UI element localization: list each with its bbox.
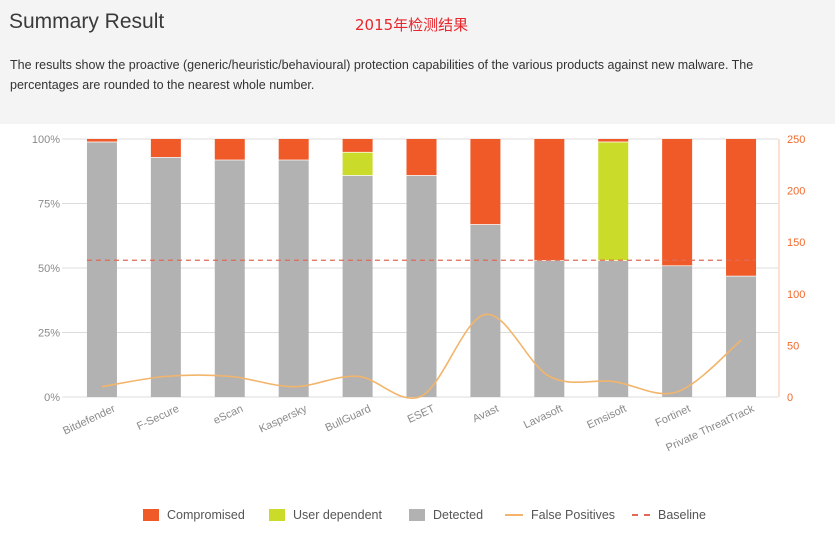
bar-compromised xyxy=(214,139,245,160)
description-line-1: The results show the proactive (generic/… xyxy=(10,58,754,72)
bar-compromised xyxy=(278,139,309,160)
bar-compromised xyxy=(150,139,181,158)
false-positives-line xyxy=(101,313,742,399)
right-axis-tick-label: 0 xyxy=(787,392,793,404)
legend-swatch-user-dependent xyxy=(269,509,285,521)
category-label: Bitdefender xyxy=(61,403,117,438)
left-axis-tick-label: 25% xyxy=(38,328,60,340)
legend-baseline[interactable]: Baseline xyxy=(632,508,706,522)
category-label: eScan xyxy=(212,403,245,427)
legend-user-dependent[interactable]: User dependent xyxy=(269,508,382,522)
right-axis-tick-label: 50 xyxy=(787,340,799,352)
left-axis-tick-label: 75% xyxy=(38,199,60,211)
category-label: Avast xyxy=(471,403,501,425)
legend-swatch-detected xyxy=(409,509,425,521)
chart-panel: 0% 25% 50% 75% 100% 0 50 100 150 200 250 Bitdefende… xyxy=(0,124,835,541)
legend-label-user-dependent: User dependent xyxy=(293,508,382,522)
legend-label-false-positives: False Positives xyxy=(531,508,616,522)
stacked-bar-chart: 0% 25% 50% 75% 100% 0 50 100 150 200 250 Bitdefende… xyxy=(32,134,806,454)
category-label: Lavasoft xyxy=(522,403,565,431)
bar-compromised xyxy=(598,139,629,142)
legend-detected[interactable]: Detected xyxy=(409,508,483,522)
legend-label-detected: Detected xyxy=(433,508,484,522)
bar-detected xyxy=(214,159,245,397)
bar-detected xyxy=(150,157,181,397)
bar-user-dependent xyxy=(342,151,373,176)
bar-detected xyxy=(470,224,501,397)
category-label: BullGuard xyxy=(323,403,372,435)
bar-detected xyxy=(534,260,565,397)
left-axis-tick-label: 100% xyxy=(32,134,60,146)
left-axis-tick-label: 0% xyxy=(44,392,60,404)
description: The results show the proactive (generic/… xyxy=(10,55,835,95)
right-axis-tick-label: 150 xyxy=(787,237,805,249)
legend-label-compromised: Compromised xyxy=(167,508,245,522)
legend-compromised[interactable]: Compromised xyxy=(143,508,245,522)
bar-compromised xyxy=(86,139,117,142)
bar-detected xyxy=(86,141,117,397)
bar-detected xyxy=(278,159,309,397)
chart-legend: Compromised User dependent Detected Fals… xyxy=(0,505,835,527)
right-axis-tick-label: 100 xyxy=(787,289,805,301)
category-label: Emsisoft xyxy=(585,403,628,432)
right-axis-tick-label: 200 xyxy=(787,186,805,198)
bar-detected xyxy=(406,175,437,397)
bar-compromised xyxy=(470,139,501,225)
bar-compromised xyxy=(342,139,373,152)
bar-compromised xyxy=(406,139,437,176)
legend-line-false-positives xyxy=(505,514,523,516)
bar-compromised xyxy=(534,139,565,261)
bar-compromised xyxy=(662,139,693,266)
legend-label-baseline: Baseline xyxy=(658,508,706,522)
bar-detected xyxy=(662,265,693,397)
category-label: ESET xyxy=(406,403,437,426)
legend-false-positives[interactable]: False Positives xyxy=(505,508,615,522)
bar-detected xyxy=(598,260,629,397)
description-line-2: percentages are rounded to the nearest w… xyxy=(10,78,315,92)
category-label: F-Secure xyxy=(135,403,181,433)
year-subtitle: 2015年检测结果 xyxy=(355,16,469,34)
category-label: Fortinet xyxy=(654,403,693,430)
bar-detected xyxy=(342,175,373,397)
legend-line-baseline xyxy=(632,514,650,516)
bar-user-dependent xyxy=(598,141,629,261)
category-label: Kaspersky xyxy=(257,403,309,436)
page-title: Summary Result xyxy=(9,10,165,33)
legend-swatch-compromised xyxy=(143,509,159,521)
left-axis-tick-label: 50% xyxy=(38,263,60,275)
bar-detected xyxy=(726,275,757,397)
bar-compromised xyxy=(726,139,757,276)
right-axis-tick-label: 250 xyxy=(787,134,805,146)
